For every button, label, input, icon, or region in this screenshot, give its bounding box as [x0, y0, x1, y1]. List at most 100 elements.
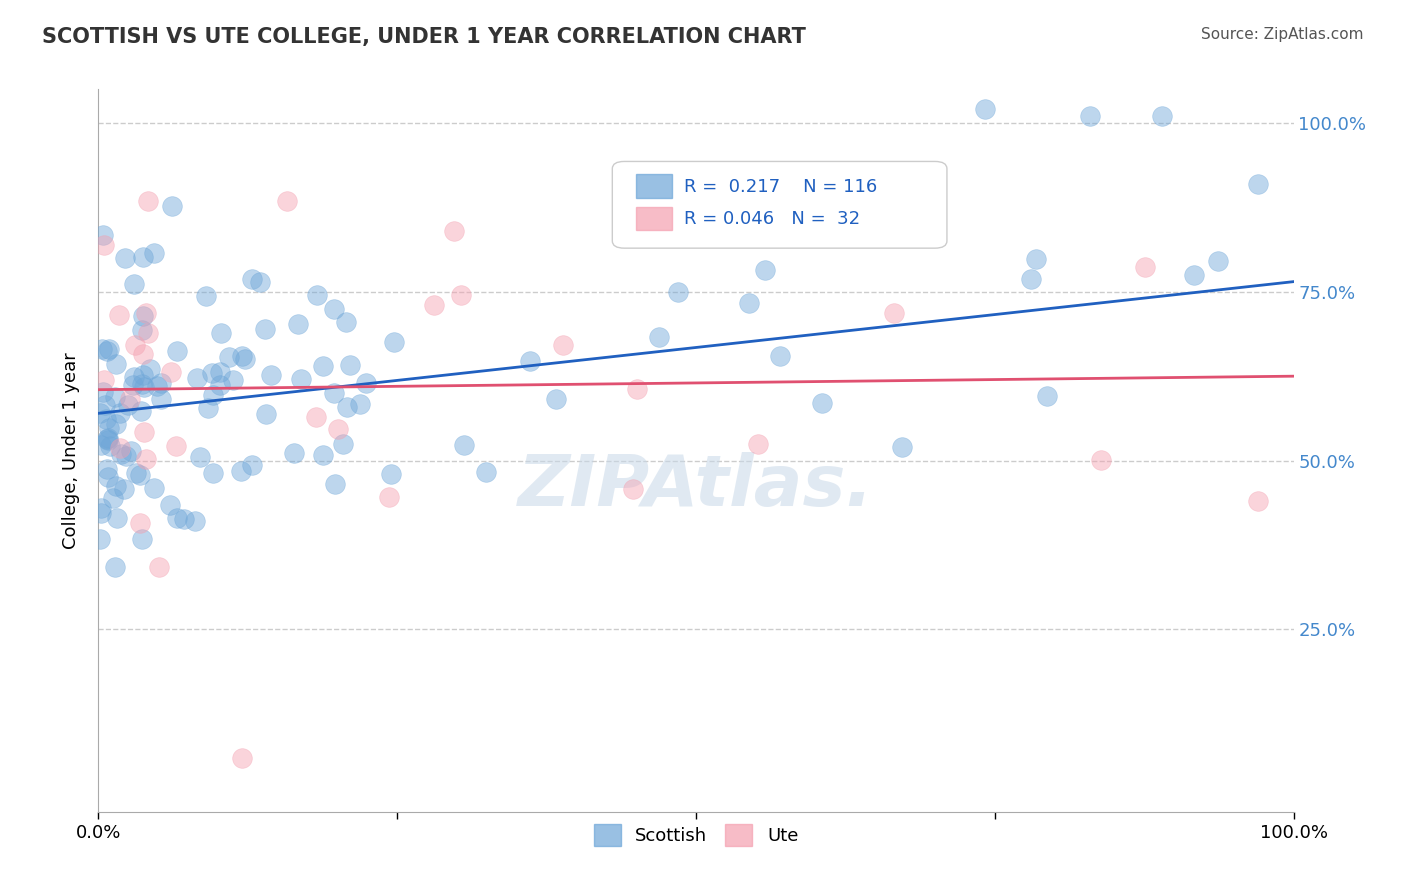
Scottish	[120, 443, 142, 458]
Scottish	[312, 359, 335, 374]
Scottish	[648, 330, 671, 344]
Scottish	[249, 275, 271, 289]
Scottish	[354, 376, 377, 390]
Text: Source: ZipAtlas.com: Source: ZipAtlas.com	[1201, 27, 1364, 42]
Scottish	[131, 368, 153, 382]
Scottish	[97, 470, 120, 484]
Scottish	[90, 438, 112, 452]
Ute	[128, 516, 150, 530]
Scottish	[173, 511, 195, 525]
Scottish	[90, 506, 112, 520]
Scottish	[115, 449, 138, 463]
Scottish	[110, 447, 132, 461]
Scottish	[89, 532, 111, 546]
Scottish	[101, 491, 124, 505]
Scottish	[131, 532, 153, 546]
Scottish	[97, 431, 120, 445]
Text: R = 0.046   N =  32: R = 0.046 N = 32	[685, 211, 860, 228]
Ute	[276, 194, 298, 209]
Ute	[135, 451, 157, 466]
Scottish	[186, 371, 208, 385]
Scottish	[254, 407, 277, 421]
Scottish	[544, 392, 567, 406]
Scottish	[339, 359, 361, 373]
Scottish	[117, 398, 139, 412]
Scottish	[150, 392, 173, 406]
Scottish	[143, 246, 166, 260]
Scottish	[132, 380, 155, 394]
Ute	[132, 425, 155, 439]
Scottish	[131, 377, 153, 392]
Ute	[108, 308, 131, 322]
Scottish	[202, 466, 225, 480]
Scottish	[349, 397, 371, 411]
Scottish	[305, 288, 328, 302]
Scottish	[240, 271, 263, 285]
Ute	[1090, 452, 1112, 467]
Scottish	[128, 467, 150, 482]
Scottish	[105, 511, 128, 525]
Scottish	[891, 441, 914, 455]
Text: SCOTTISH VS UTE COLLEGE, UNDER 1 YEAR CORRELATION CHART: SCOTTISH VS UTE COLLEGE, UNDER 1 YEAR CO…	[42, 27, 806, 46]
Scottish	[1036, 388, 1059, 402]
Scottish	[110, 406, 132, 420]
Scottish	[1247, 177, 1270, 191]
Scottish	[382, 335, 405, 350]
Scottish	[131, 404, 153, 418]
Scottish	[94, 411, 117, 425]
Ute	[93, 373, 115, 387]
Scottish	[519, 354, 541, 368]
Scottish	[290, 371, 312, 385]
Scottish	[93, 398, 115, 412]
Scottish	[104, 560, 127, 574]
Scottish	[112, 483, 135, 497]
Scottish	[1080, 109, 1102, 123]
Scottish	[666, 285, 689, 299]
Ute	[165, 439, 187, 453]
Ute	[443, 224, 465, 238]
Scottish	[96, 432, 118, 446]
Scottish	[104, 417, 127, 432]
Ute	[136, 194, 159, 208]
Scottish	[283, 446, 305, 460]
Scottish	[323, 386, 346, 401]
Ute	[118, 392, 141, 407]
Scottish	[335, 315, 357, 329]
Scottish	[475, 465, 498, 479]
Scottish	[132, 309, 155, 323]
Scottish	[1206, 254, 1229, 268]
Ute	[378, 490, 401, 504]
Ute	[136, 326, 159, 341]
Scottish	[114, 251, 136, 265]
Scottish	[240, 458, 263, 472]
Ute	[132, 346, 155, 360]
Scottish	[209, 326, 232, 341]
Scottish	[97, 342, 120, 356]
FancyBboxPatch shape	[613, 161, 948, 248]
Bar	[637, 207, 672, 230]
Ute	[553, 338, 575, 352]
Scottish	[122, 277, 145, 291]
Text: ZIPAtlas.: ZIPAtlas.	[517, 452, 875, 521]
Scottish	[96, 344, 118, 359]
Scottish	[132, 250, 155, 264]
Scottish	[202, 388, 225, 402]
Scottish	[131, 323, 153, 337]
Ute	[422, 298, 444, 312]
Scottish	[150, 376, 173, 390]
Scottish	[142, 481, 165, 495]
Ute	[124, 338, 146, 352]
Scottish	[90, 500, 112, 515]
Scottish	[1019, 272, 1042, 286]
Ute	[305, 409, 328, 424]
Scottish	[221, 373, 243, 387]
Scottish	[201, 366, 224, 380]
Ute	[883, 306, 905, 320]
Scottish	[188, 450, 211, 465]
Scottish	[1182, 268, 1205, 283]
Scottish	[197, 401, 219, 415]
Scottish	[323, 476, 346, 491]
Scottish	[159, 498, 181, 512]
Scottish	[98, 421, 121, 435]
Scottish	[332, 437, 354, 451]
